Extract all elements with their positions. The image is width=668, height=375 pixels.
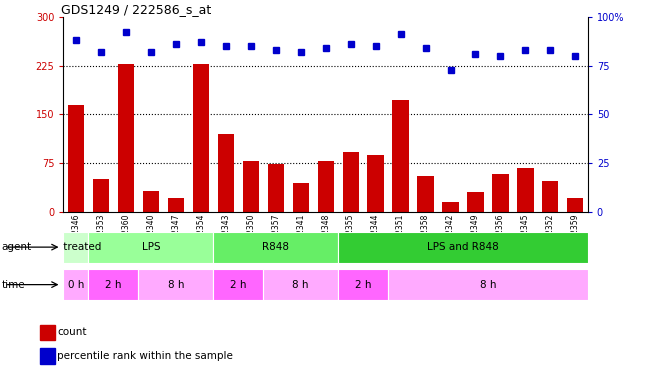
Bar [168, 198, 184, 212]
Bar [293, 183, 309, 212]
Bar [338, 232, 588, 262]
Bar [388, 269, 588, 300]
Bar [567, 198, 583, 212]
Bar [442, 202, 459, 212]
Bar [468, 192, 484, 212]
Text: R848: R848 [263, 242, 289, 252]
Text: GDS1249 / 222586_s_at: GDS1249 / 222586_s_at [61, 3, 211, 16]
Text: 2 h: 2 h [105, 280, 122, 290]
Text: count: count [57, 327, 87, 338]
Text: 8 h: 8 h [480, 280, 496, 290]
Text: 8 h: 8 h [293, 280, 309, 290]
Bar [517, 168, 534, 212]
Bar [40, 348, 55, 364]
Bar [263, 269, 338, 300]
Bar [118, 64, 134, 212]
Text: untreated: untreated [50, 242, 102, 252]
Bar [63, 269, 88, 300]
Bar [93, 179, 109, 212]
Bar [138, 269, 213, 300]
Text: time: time [1, 280, 25, 290]
Bar [213, 269, 263, 300]
Bar [63, 232, 88, 262]
Bar [218, 134, 234, 212]
Text: 0 h: 0 h [67, 280, 84, 290]
Bar [88, 269, 138, 300]
Text: LPS and R848: LPS and R848 [427, 242, 499, 252]
Text: LPS: LPS [142, 242, 160, 252]
Bar [317, 161, 334, 212]
Bar [242, 161, 259, 212]
Bar [542, 181, 558, 212]
Bar [143, 191, 159, 212]
Text: 2 h: 2 h [230, 280, 246, 290]
Text: 8 h: 8 h [168, 280, 184, 290]
Bar [338, 269, 388, 300]
Text: percentile rank within the sample: percentile rank within the sample [57, 351, 233, 361]
Text: 2 h: 2 h [355, 280, 371, 290]
Bar [418, 176, 434, 212]
Bar [367, 154, 383, 212]
Text: agent: agent [1, 242, 31, 252]
Bar [343, 152, 359, 212]
Bar [392, 100, 409, 212]
Bar [192, 64, 209, 212]
Bar [268, 164, 284, 212]
Bar [88, 232, 213, 262]
Bar [492, 174, 508, 212]
Bar [68, 105, 84, 212]
Bar [40, 325, 55, 340]
Bar [213, 232, 338, 262]
